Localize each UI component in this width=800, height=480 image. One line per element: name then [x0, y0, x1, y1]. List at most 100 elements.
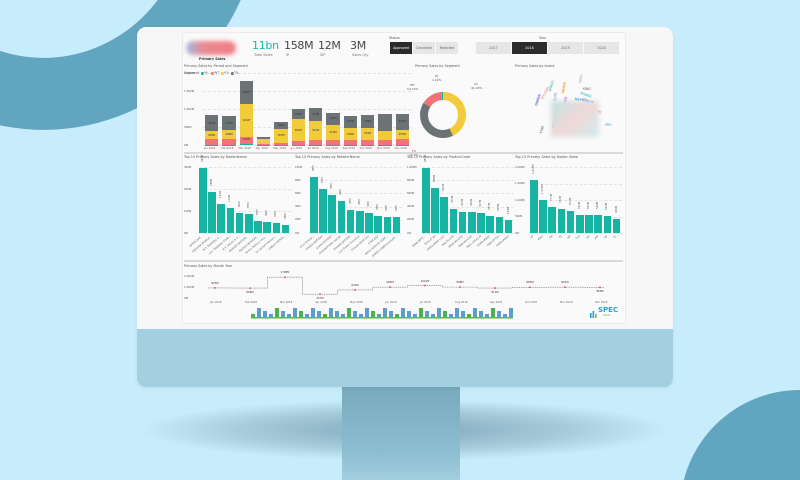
bar[interactable] — [486, 216, 494, 233]
bar-segment-vv[interactable] — [308, 120, 323, 140]
data-point[interactable] — [529, 286, 531, 289]
bar[interactable] — [468, 211, 476, 233]
bar[interactable] — [530, 179, 538, 233]
bar[interactable] — [392, 217, 401, 233]
bar-segment-vv[interactable] — [274, 128, 288, 143]
bar[interactable] — [263, 222, 271, 233]
data-point[interactable] — [284, 276, 286, 279]
brand-word[interactable]: PRIMA — [561, 81, 567, 94]
brand-word[interactable]: STAR — [539, 125, 545, 135]
bar-segment-tx[interactable] — [291, 109, 306, 120]
monthly-line-svg[interactable] — [183, 269, 627, 309]
bar[interactable] — [612, 218, 621, 233]
bar[interactable] — [422, 168, 430, 233]
bar[interactable] — [208, 191, 216, 233]
bar[interactable] — [328, 194, 336, 233]
bar[interactable] — [356, 210, 364, 233]
bar[interactable] — [374, 215, 382, 233]
bar-segment-wt[interactable] — [308, 139, 323, 145]
bar[interactable] — [440, 197, 448, 233]
bar-segment-wt[interactable] — [378, 139, 392, 145]
bar-segment-wt[interactable] — [274, 142, 288, 145]
bar-segment-wt[interactable] — [291, 140, 306, 145]
bar[interactable] — [576, 214, 584, 233]
data-point[interactable] — [214, 287, 216, 289]
bar[interactable] — [557, 208, 566, 233]
bar[interactable] — [281, 224, 290, 233]
bar-segment-vv[interactable] — [360, 127, 375, 140]
brand-word[interactable]: KING — [583, 87, 591, 91]
bar[interactable] — [603, 215, 612, 233]
bar[interactable] — [199, 168, 207, 233]
bar-segment-hj[interactable] — [239, 144, 254, 145]
year-option-2017[interactable]: 2017 — [476, 42, 511, 54]
bar-segment-wt[interactable] — [326, 140, 340, 145]
bar[interactable] — [365, 212, 373, 233]
data-point[interactable] — [599, 286, 601, 289]
brand-word[interactable]: PRO — [605, 123, 612, 127]
bar-segment-vv[interactable] — [291, 119, 306, 141]
bar[interactable] — [594, 214, 602, 233]
bar[interactable] — [272, 222, 281, 233]
bar[interactable] — [477, 212, 485, 233]
status-option-cancelled[interactable]: Cancelled — [413, 42, 435, 54]
bar-segment-tx[interactable] — [308, 107, 323, 121]
bar-segment-tx[interactable] — [222, 116, 236, 130]
bar-segment-vv[interactable] — [343, 127, 358, 141]
data-point[interactable] — [249, 287, 251, 290]
bar-segment-vv[interactable] — [239, 103, 254, 137]
bar[interactable] — [458, 211, 467, 233]
data-point[interactable] — [494, 287, 496, 289]
bar[interactable] — [310, 176, 318, 233]
bar[interactable] — [548, 207, 556, 233]
brand-word[interactable]: HERO — [578, 73, 584, 84]
bar-segment-wt[interactable] — [204, 139, 219, 145]
bar[interactable] — [254, 220, 262, 233]
bar-segment-tx[interactable] — [326, 112, 340, 126]
bar[interactable] — [431, 187, 439, 233]
bar-segment-wt[interactable] — [395, 139, 410, 145]
bar-segment-vv[interactable] — [204, 131, 219, 140]
data-point[interactable] — [459, 286, 461, 289]
bar-segment-vv[interactable] — [395, 130, 410, 140]
year-option-2018[interactable]: 2018 — [512, 42, 547, 54]
bar-segment-tx[interactable] — [360, 114, 375, 128]
bar-segment-tx[interactable] — [256, 136, 271, 140]
brand-word[interactable]: SHIELD — [548, 79, 555, 93]
bar[interactable] — [245, 213, 253, 233]
bar-segment-tx[interactable] — [395, 113, 410, 131]
bar-segment-vv[interactable] — [222, 129, 236, 140]
bar-segment-wt[interactable] — [256, 143, 271, 145]
bar[interactable] — [504, 220, 513, 233]
bar[interactable] — [383, 217, 392, 233]
bar-segment-tx[interactable] — [378, 113, 392, 131]
bar[interactable] — [566, 210, 575, 233]
bar[interactable] — [217, 204, 225, 233]
bar-segment-tx[interactable] — [239, 80, 254, 104]
data-point[interactable] — [424, 284, 426, 287]
bar[interactable] — [585, 214, 593, 233]
brand-word[interactable]: ELITE — [553, 92, 558, 102]
bar-segment-wt[interactable] — [222, 139, 236, 145]
bar-segment-vv[interactable] — [256, 139, 271, 144]
data-point[interactable] — [389, 286, 391, 289]
status-option-rejected[interactable]: Rejected — [436, 42, 458, 54]
donut-slice-tx[interactable] — [420, 92, 466, 138]
bar-segment-tx[interactable] — [274, 121, 288, 129]
year-option-2020[interactable]: 2020 — [584, 42, 619, 54]
bar-segment-vv[interactable] — [326, 125, 340, 141]
data-point[interactable] — [319, 293, 321, 296]
bar[interactable] — [226, 208, 235, 233]
data-point[interactable] — [564, 286, 566, 289]
bar[interactable] — [346, 209, 355, 233]
bar[interactable] — [337, 200, 346, 233]
bar[interactable] — [449, 208, 458, 233]
bar[interactable] — [495, 216, 504, 233]
bar-segment-vv[interactable] — [378, 130, 392, 140]
bar[interactable] — [235, 213, 244, 233]
bar-segment-wt[interactable] — [343, 140, 358, 145]
year-option-2019[interactable]: 2019 — [548, 42, 583, 54]
status-option-approved[interactable]: Approved — [390, 42, 412, 54]
donut-svg[interactable] — [403, 75, 483, 155]
bar-segment-tx[interactable] — [343, 115, 358, 128]
